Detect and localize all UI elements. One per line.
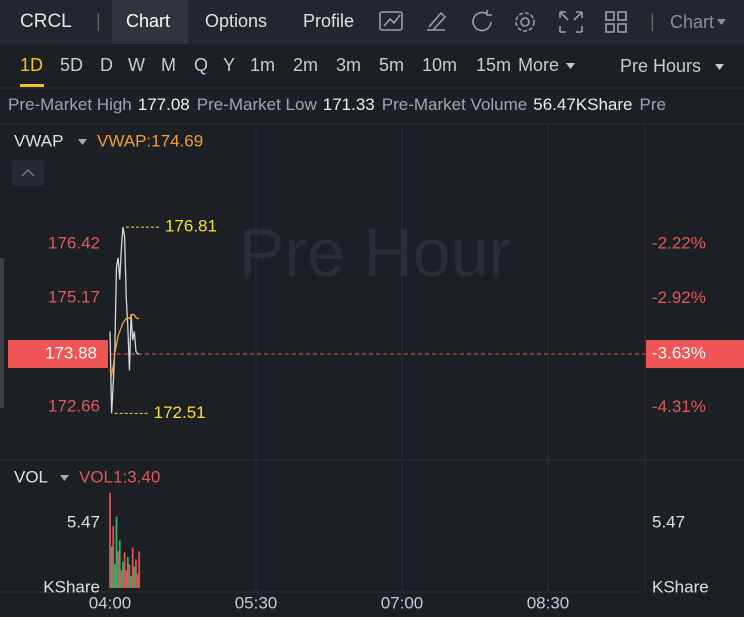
stats-row: Pre-Market High 177.08 Pre-Market Low 171.3… xyxy=(8,95,666,114)
period[interactable]: Y xyxy=(223,55,235,75)
unit: KShare xyxy=(43,577,100,596)
last-price-box xyxy=(8,340,108,369)
period[interactable]: 5D xyxy=(60,55,83,75)
annotation: 172.51 xyxy=(154,403,206,422)
x-tick-label: 04:00 xyxy=(89,593,132,612)
period[interactable]: 2m xyxy=(293,55,318,75)
period[interactable]: W xyxy=(128,55,145,75)
more[interactable]: More xyxy=(518,55,559,75)
collapse-button[interactable] xyxy=(12,160,44,186)
stat-label: Pre-Market Volume xyxy=(382,95,528,114)
period[interactable]: 3m xyxy=(336,55,361,75)
period[interactable]: 15m xyxy=(476,55,511,75)
x-tick-label: 05:30 xyxy=(235,593,278,612)
stat-label: Pre-Market High xyxy=(8,95,132,114)
period-underline xyxy=(20,84,44,87)
period-bar xyxy=(0,44,744,88)
volume-bar xyxy=(135,559,137,588)
volume-bar xyxy=(126,557,129,588)
volume-bar xyxy=(133,566,136,588)
dropdown-arrow xyxy=(60,475,69,481)
annotation: 176.81 xyxy=(165,217,217,236)
volume-bar xyxy=(130,576,132,588)
y2-tick-label: -4.31% xyxy=(652,397,706,416)
volume-bar xyxy=(136,573,139,588)
top-bar xyxy=(0,0,744,44)
y2-tick-label: -2.92% xyxy=(652,288,706,307)
period[interactable]: D xyxy=(100,55,113,75)
volume-bar xyxy=(138,551,141,588)
stat-value: 177.08 xyxy=(138,95,190,114)
period[interactable]: 1D xyxy=(20,55,43,75)
last-pct-box xyxy=(646,340,744,369)
volume-bar xyxy=(109,492,111,588)
toolbar-icons[interactable] xyxy=(379,10,627,33)
volume-bar xyxy=(128,564,131,588)
x-tick-label: 08:30 xyxy=(527,593,570,612)
stat-label: Pre-Market Low xyxy=(197,95,318,114)
x-tick-label: 07:00 xyxy=(381,593,424,612)
last-price: 173.88 xyxy=(45,344,97,363)
stat-value: 56.47KShare xyxy=(533,95,632,114)
y-tick-label: 5.47 xyxy=(67,512,100,531)
volume-bar xyxy=(120,570,123,588)
stat-label: Pre xyxy=(640,95,666,114)
period[interactable]: 10m xyxy=(422,55,457,75)
dropdown-arrow xyxy=(717,19,726,25)
stat-value: 171.33 xyxy=(323,95,375,114)
vwap-line xyxy=(109,313,140,378)
separator: | xyxy=(650,11,655,31)
collapse-icon xyxy=(21,168,35,177)
volume-bar xyxy=(122,561,124,588)
tab[interactable]: Profile xyxy=(303,11,354,31)
volume-bar xyxy=(131,547,134,588)
tab[interactable]: Chart xyxy=(126,11,170,31)
menu[interactable]: Chart xyxy=(670,12,714,32)
volume-bar xyxy=(110,546,113,588)
volume-bar xyxy=(112,526,115,588)
indicator-value: VWAP:174.69 xyxy=(97,131,203,150)
symbol: CRCL xyxy=(20,11,72,32)
period[interactable]: Q xyxy=(194,55,208,75)
volume-bar xyxy=(125,570,128,588)
period[interactable]: M xyxy=(161,55,176,75)
period[interactable]: 5m xyxy=(379,55,404,75)
volume-bar xyxy=(113,564,116,588)
last-pct: -3.63% xyxy=(652,344,706,363)
side-handle xyxy=(0,258,4,408)
volume-bar xyxy=(123,552,126,588)
period[interactable]: 1m xyxy=(250,55,275,75)
y2-tick-label: 5.47 xyxy=(652,512,685,531)
volume-bar xyxy=(118,540,121,588)
dropdown-arrow xyxy=(715,64,724,70)
dropdown-arrow xyxy=(78,139,87,145)
indicator-value: VOL1:3.40 xyxy=(79,467,160,486)
active-tab-bg xyxy=(112,0,188,44)
y-tick-label: 176.42 xyxy=(48,233,100,252)
y2-tick-label: -2.22% xyxy=(652,233,706,252)
volume-bar xyxy=(115,516,118,588)
unit: KShare xyxy=(652,577,709,596)
price-line xyxy=(109,226,140,414)
watermark: Pre Hour xyxy=(239,215,511,291)
tab[interactable]: Options xyxy=(205,11,267,31)
dropdown-arrow xyxy=(566,63,575,69)
indicator[interactable]: VOL xyxy=(14,467,48,486)
indicator[interactable]: VWAP xyxy=(14,131,63,150)
volume-bar xyxy=(117,551,119,588)
session[interactable]: Pre Hours xyxy=(620,56,701,76)
y-tick-label: 175.17 xyxy=(48,288,100,307)
separator: | xyxy=(96,11,101,31)
y-tick-label: 172.66 xyxy=(48,396,100,415)
